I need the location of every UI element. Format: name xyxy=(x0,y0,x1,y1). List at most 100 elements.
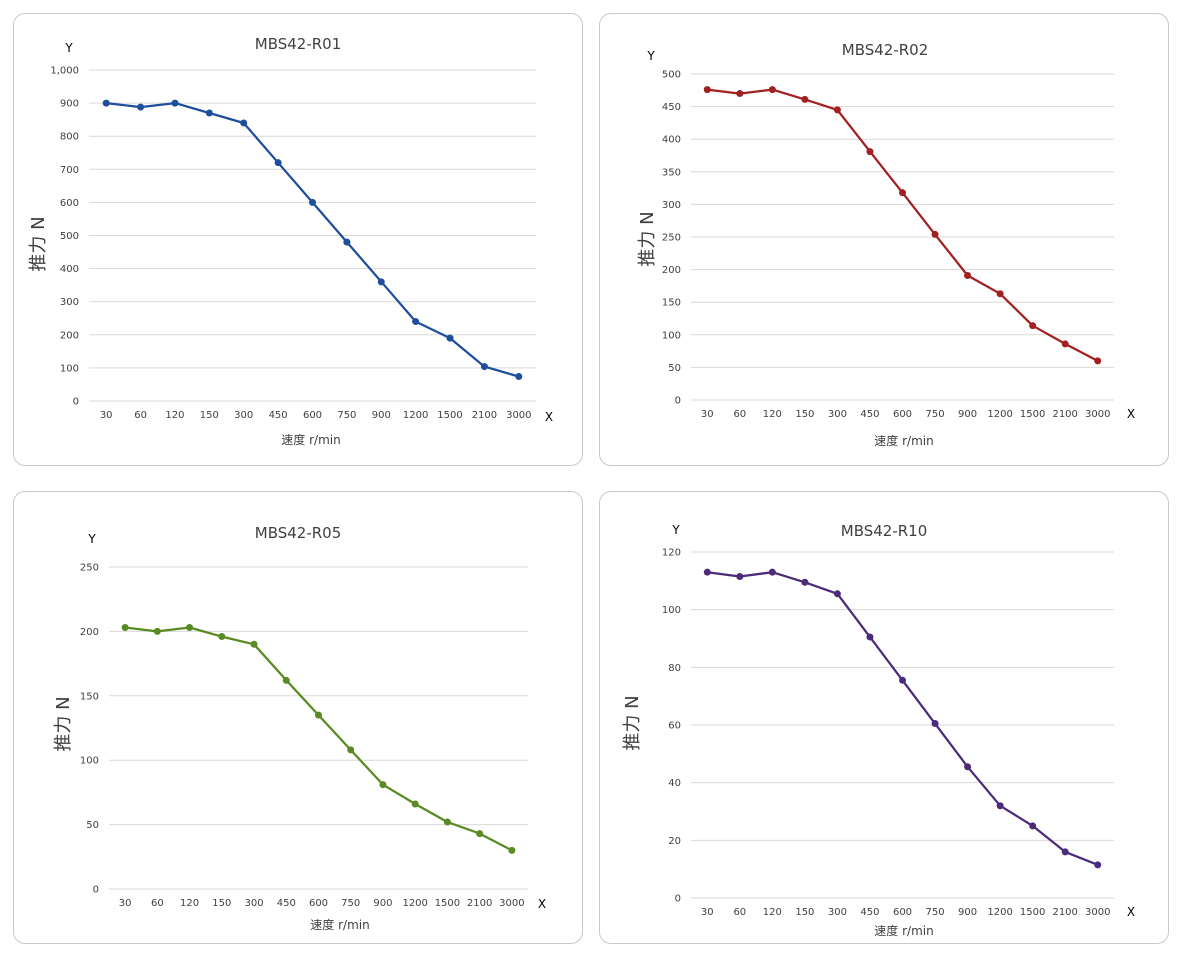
data-point xyxy=(1061,340,1069,348)
y-tick-label: 800 xyxy=(60,132,79,143)
y-tick-label: 1,000 xyxy=(50,66,79,77)
chart-title: MBS42-R10 xyxy=(841,522,928,540)
data-point xyxy=(476,830,484,838)
x-tick-label: 750 xyxy=(925,907,944,918)
y-tick-label: 80 xyxy=(668,663,681,674)
y-tick-label: 0 xyxy=(73,397,79,408)
data-point xyxy=(274,159,282,167)
data-point xyxy=(218,633,226,641)
x-axis-letter: X xyxy=(1127,407,1135,421)
data-point xyxy=(508,846,516,854)
data-point xyxy=(833,106,841,114)
data-point xyxy=(996,290,1004,298)
data-point xyxy=(250,640,258,648)
x-tick-label: 900 xyxy=(958,409,977,420)
chart-title: MBS42-R02 xyxy=(842,41,929,59)
y-tick-label: 300 xyxy=(60,297,79,308)
x-tick-label: 2100 xyxy=(467,898,492,909)
data-point xyxy=(121,624,129,632)
y-tick-label: 0 xyxy=(675,894,681,905)
data-point xyxy=(931,720,939,728)
x-tick-label: 120 xyxy=(763,409,782,420)
y-tick-label: 250 xyxy=(80,563,99,574)
y-tick-label: 100 xyxy=(662,330,681,341)
y-tick-label: 150 xyxy=(80,691,99,702)
y-tick-label: 500 xyxy=(662,70,681,81)
x-tick-label: 60 xyxy=(733,907,746,918)
data-point xyxy=(964,763,972,771)
y-axis-label: 推力 N xyxy=(637,211,658,266)
x-tick-label: 1200 xyxy=(402,898,427,909)
x-tick-label: 1200 xyxy=(403,410,428,421)
x-axis-label: 速度 r/min xyxy=(281,432,340,447)
x-tick-label: 450 xyxy=(860,907,879,918)
data-point xyxy=(347,746,355,754)
x-tick-label: 1200 xyxy=(987,907,1012,918)
y-axis-letter: Y xyxy=(87,532,96,546)
data-point xyxy=(996,802,1004,810)
x-tick-label: 900 xyxy=(372,410,391,421)
y-tick-label: 400 xyxy=(60,264,79,275)
data-point xyxy=(899,189,906,197)
data-point xyxy=(703,568,711,576)
data-point xyxy=(866,633,874,641)
y-tick-label: 900 xyxy=(60,99,79,110)
x-tick-label: 2100 xyxy=(1052,907,1077,918)
x-tick-label: 300 xyxy=(828,409,847,420)
y-tick-label: 60 xyxy=(668,721,681,732)
y-axis-letter: Y xyxy=(671,523,680,537)
data-point xyxy=(801,578,809,586)
y-axis-label: 推力 N xyxy=(53,696,74,751)
y-tick-label: 200 xyxy=(80,627,99,638)
y-tick-label: 150 xyxy=(662,298,681,309)
data-point xyxy=(411,800,419,808)
y-axis-label: 推力 N xyxy=(28,216,49,271)
x-tick-label: 750 xyxy=(341,898,360,909)
data-point xyxy=(153,627,161,635)
x-tick-label: 1500 xyxy=(435,898,460,909)
data-point xyxy=(515,373,523,381)
data-point xyxy=(480,363,488,371)
y-tick-label: 100 xyxy=(80,756,99,767)
data-point xyxy=(446,334,454,342)
x-tick-label: 300 xyxy=(244,898,263,909)
x-tick-label: 450 xyxy=(269,410,288,421)
y-tick-label: 300 xyxy=(662,200,681,211)
y-tick-label: 0 xyxy=(675,396,681,407)
x-axis-letter: X xyxy=(1127,905,1135,919)
chart-r02: 0 50 100 150 200 250 300 350 400 450 500 30 60 120 150… xyxy=(637,41,1135,448)
y-tick-label: 40 xyxy=(668,778,681,789)
x-tick-label: 750 xyxy=(925,409,944,420)
chart-r01: 0 100 200 300 400 500 600 700 800 900 1,000 30 60 120… xyxy=(28,35,553,447)
x-tick-label: 600 xyxy=(309,898,328,909)
data-point xyxy=(1061,848,1069,856)
chart-title: MBS42-R05 xyxy=(255,524,342,542)
data-point xyxy=(412,318,420,326)
x-tick-label: 450 xyxy=(860,409,879,420)
chart-title: MBS42-R01 xyxy=(255,35,342,53)
x-axis-label: 速度 r/min xyxy=(874,923,933,938)
x-tick-label: 1500 xyxy=(1020,907,1045,918)
data-point xyxy=(768,568,776,576)
y-tick-label: 200 xyxy=(662,265,681,276)
data-point xyxy=(1094,357,1102,365)
x-tick-label: 60 xyxy=(151,898,164,909)
y-axis-letter: Y xyxy=(64,41,73,55)
data-point xyxy=(736,573,744,581)
x-tick-label: 150 xyxy=(795,409,814,420)
y-tick-label: 50 xyxy=(668,363,681,374)
y-tick-label: 0 xyxy=(93,885,99,896)
data-point xyxy=(443,818,451,826)
x-tick-label: 30 xyxy=(701,409,714,420)
y-tick-label: 200 xyxy=(60,330,79,341)
data-point xyxy=(315,711,322,719)
x-tick-label: 3000 xyxy=(1085,409,1110,420)
data-point xyxy=(801,95,809,103)
data-point xyxy=(309,198,316,206)
data-point xyxy=(343,238,351,246)
y-tick-label: 20 xyxy=(668,836,681,847)
chart-r05: 0 50 100 150 200 250 30 60 120 150 300 450 600 750 900… xyxy=(53,524,546,932)
x-tick-label: 600 xyxy=(303,410,322,421)
data-point xyxy=(137,103,145,111)
data-point xyxy=(1094,861,1102,869)
